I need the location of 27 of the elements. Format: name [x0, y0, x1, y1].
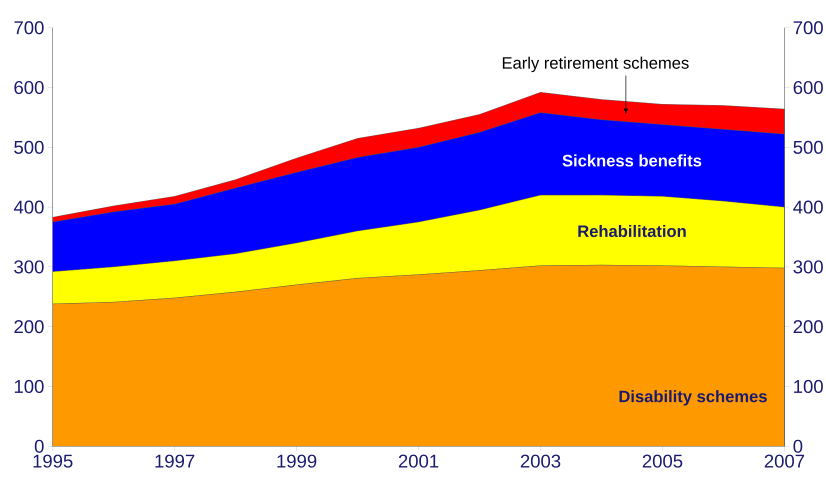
series-label: Rehabilitation — [578, 224, 686, 237]
series-label: Disability schemes — [620, 390, 767, 406]
y-tick-label: 500 — [14, 140, 44, 154]
series-label: Early retirement schemes — [502, 56, 689, 72]
series-label: Sickness benefits — [562, 154, 702, 166]
y-tick-label: 600 — [14, 80, 44, 94]
x-tick-label: 1995 — [33, 454, 72, 468]
y2-tick-label: 600 — [794, 80, 823, 94]
y-tick-label: 300 — [14, 260, 44, 274]
y2-tick-label: 300 — [793, 260, 823, 274]
y2-tick-label: 100 — [794, 380, 823, 393]
y2-tick-label: 500 — [793, 140, 823, 154]
x-tick-label: 1997 — [155, 454, 194, 468]
y2-tick-label: 400 — [793, 200, 823, 214]
y-tick-label: 700 — [14, 21, 44, 34]
y-tick-label: 0 — [34, 440, 44, 453]
y-tick-label: 200 — [14, 320, 44, 334]
x-tick-label: 2005 — [642, 454, 682, 468]
y-tick-label: 400 — [14, 200, 44, 214]
x-tick-label: 1999 — [277, 454, 316, 468]
x-tick-label: 2003 — [520, 454, 560, 468]
x-tick-label: 2001 — [398, 454, 438, 468]
y2-tick-label: 200 — [794, 320, 823, 334]
x-tick-label: 2007 — [764, 454, 804, 468]
y-tick-label: 100 — [14, 380, 44, 393]
y2-tick-label: 0 — [793, 440, 802, 453]
y2-tick-label: 700 — [794, 21, 823, 34]
